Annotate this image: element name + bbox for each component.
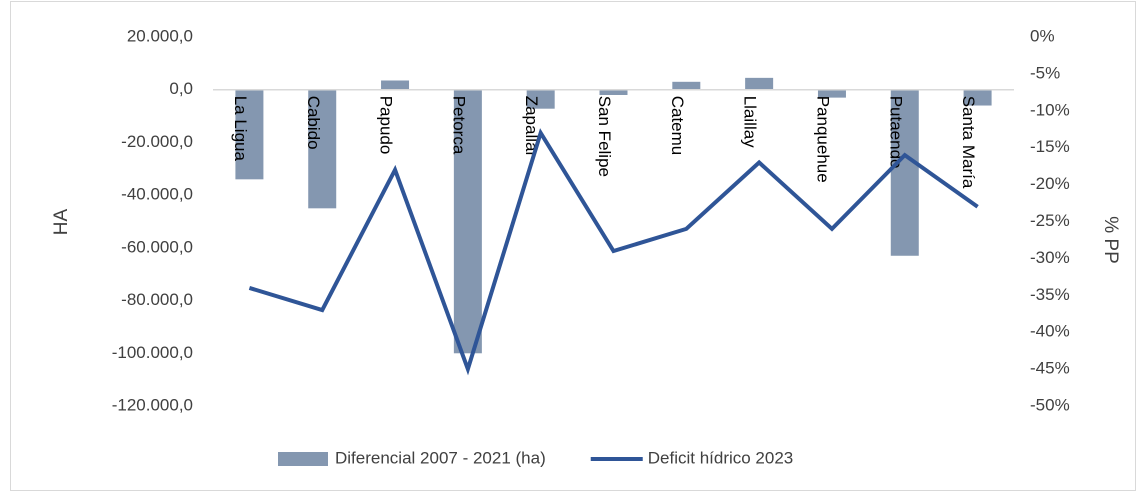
y-tick-label: -120.000,0	[112, 395, 193, 414]
chart-border	[10, 1, 1136, 491]
y2-tick-label: -40%	[1030, 322, 1070, 341]
y2-tick-label: -20%	[1030, 174, 1070, 193]
bar	[890, 89, 919, 256]
y2-tick-label: 0%	[1030, 26, 1055, 45]
y2-axis-title: % PP	[1100, 216, 1121, 264]
y2-tick-label: -45%	[1030, 359, 1070, 378]
y2-tick-label: -35%	[1030, 285, 1070, 304]
category-label: Petorca	[449, 96, 468, 155]
category-label: Catemu	[668, 96, 687, 156]
bar	[526, 89, 555, 109]
category-label: Llaillay	[741, 96, 760, 148]
bar	[745, 77, 774, 90]
y2-tick-label: -5%	[1030, 63, 1060, 82]
line-series	[248, 128, 979, 376]
y2-tick-label: -25%	[1030, 211, 1070, 230]
bar	[599, 89, 628, 95]
bar	[963, 89, 992, 106]
category-label: Panquehue	[813, 96, 832, 183]
legend-swatch	[278, 452, 328, 466]
y2-tick-label: -15%	[1030, 137, 1070, 156]
category-label: Putaendo	[886, 96, 905, 169]
category-label: San Felipe	[595, 96, 614, 177]
y-tick-label: -60.000,0	[121, 237, 193, 256]
legend-label: Diferencial 2007 - 2021 (ha)	[335, 448, 546, 467]
y2-tick-label: -50%	[1030, 395, 1070, 414]
category-label: Cabido	[304, 96, 323, 150]
bar	[381, 80, 410, 90]
bar	[817, 89, 846, 98]
y-tick-label: -20.000,0	[121, 132, 193, 151]
y-tick-label: 0,0	[169, 79, 193, 98]
y2-tick-label: -30%	[1030, 248, 1070, 267]
category-label: Zapallar	[522, 96, 541, 158]
legend-label: Deficit hídrico 2023	[648, 448, 794, 467]
y-tick-label: 20.000,0	[127, 26, 193, 45]
y-tick-label: -40.000,0	[121, 185, 193, 204]
bar	[308, 89, 337, 209]
y-tick-label: -80.000,0	[121, 290, 193, 309]
y-tick-label: -100.000,0	[112, 343, 193, 362]
category-label: La Ligua	[231, 96, 250, 162]
category-label: Santa María	[959, 96, 978, 189]
y2-tick-label: -10%	[1030, 100, 1070, 119]
y-axis-title: HA	[51, 208, 72, 235]
bar	[453, 89, 482, 354]
bar	[672, 81, 701, 90]
bar	[235, 89, 264, 180]
category-label: Papudo	[377, 96, 396, 155]
